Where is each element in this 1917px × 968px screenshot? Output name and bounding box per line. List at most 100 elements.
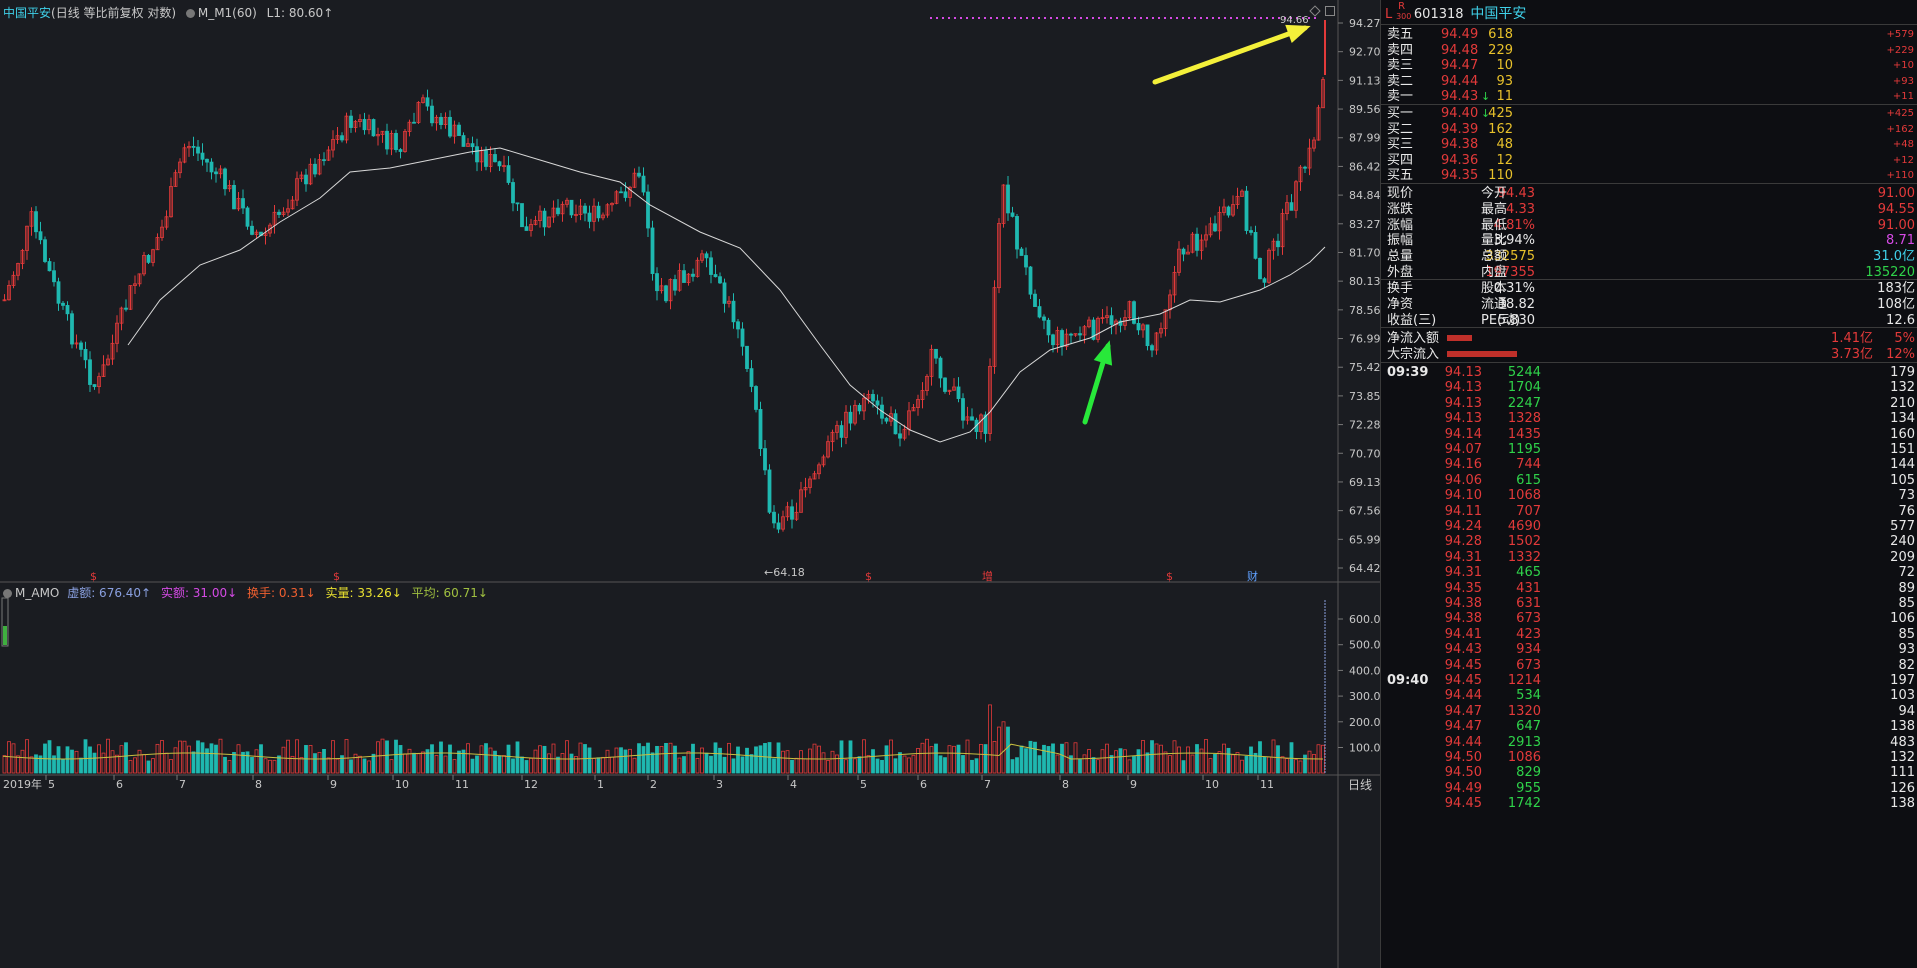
corner-expand-icon[interactable] (1325, 6, 1335, 16)
index-badge-300: 300 (1396, 12, 1412, 21)
tick-volume: 1435 (1507, 426, 1541, 442)
volume-bar (682, 756, 686, 774)
stat-label: 内盘 (1481, 265, 1508, 280)
candle (88, 359, 92, 385)
volume-bar (749, 754, 754, 774)
volume-bar (331, 740, 335, 774)
period-label[interactable]: 日线 (1348, 778, 1373, 792)
candle (448, 116, 452, 137)
tick-row: 94.13 1704 132 (1381, 378, 1917, 397)
candle (70, 313, 74, 345)
volume-bar (389, 759, 394, 774)
candle (871, 394, 875, 402)
tick-price: 94.50 (1444, 765, 1482, 781)
volume-bar (358, 755, 362, 774)
volume-bar (110, 750, 115, 774)
tick-volume: 2247 (1507, 395, 1541, 411)
volume-bar (596, 757, 601, 774)
candle (1235, 195, 1240, 205)
volume-bar (875, 758, 880, 774)
candle (245, 207, 250, 227)
tick-price: 94.44 (1444, 688, 1482, 704)
candle (641, 175, 646, 193)
fund-label: 流通 (1481, 296, 1508, 312)
volume-bar (727, 742, 731, 774)
volume-bar (880, 759, 884, 774)
volume-indicator-name[interactable]: M_AMO (15, 586, 60, 600)
volume-bar (425, 749, 430, 774)
volume-bar (1015, 757, 1019, 774)
stat-value: 91.00 (1877, 217, 1915, 233)
volume-bar (938, 755, 943, 774)
candle (34, 211, 38, 233)
volume-bar (826, 760, 830, 774)
volume-bar (493, 750, 497, 774)
bid-change: +162 (1886, 123, 1914, 135)
candle (1276, 240, 1280, 248)
indicator-name[interactable]: M_M1(60) (197, 6, 257, 20)
volume-bar (299, 757, 304, 774)
candle (380, 130, 385, 135)
volume-bar (353, 753, 358, 774)
candle (7, 285, 11, 301)
volume-bar (1181, 760, 1186, 774)
candle (313, 163, 317, 175)
volume-bar (857, 756, 862, 774)
volume-bar (1276, 745, 1280, 774)
candle (1060, 330, 1064, 347)
chart-area[interactable]: 94.27 92.70 91.13 89.56 87.99 86.42 84.84 83.27… (0, 0, 1380, 968)
volume-bar (461, 749, 466, 774)
tick-row: 94.47 1320 94 (1381, 702, 1917, 721)
tick-price: 94.35 (1444, 580, 1482, 596)
stat-value: 4.33 (1506, 201, 1535, 217)
candle (250, 225, 254, 235)
ask-row: 卖一 94.43 11 +11 ↓ (1381, 87, 1917, 106)
candle (1199, 239, 1204, 251)
tick-row: 94.10 1068 73 (1381, 486, 1917, 505)
moving-average-line (127, 147, 1326, 443)
chart-canvas[interactable]: 94.27 92.70 91.13 89.56 87.99 86.42 84.84 83.27… (0, 0, 1380, 968)
ask-price: 94.44 (1441, 73, 1479, 89)
candle (947, 389, 952, 392)
yellow-arrow-icon-head (1285, 24, 1311, 43)
stat-label: 最低 (1481, 217, 1508, 233)
candle (1177, 248, 1181, 273)
tick-row: 09:39 94.13 5244 179 (1381, 363, 1917, 382)
time-axis-label: 10 (1205, 778, 1219, 791)
ask-price: 94.49 (1441, 27, 1479, 42)
fund-label: 净资 (1387, 296, 1414, 312)
volume-bar (920, 742, 925, 774)
stat-label: 涨幅 (1387, 217, 1414, 233)
volume-bar (56, 746, 61, 774)
candle (1006, 184, 1010, 214)
volume-bar (74, 750, 79, 774)
candle (934, 348, 938, 359)
volume-bar (1294, 759, 1298, 774)
tick-row: 94.31 1332 209 (1381, 548, 1917, 567)
candle (466, 143, 470, 147)
volume-bar (1055, 754, 1060, 774)
candle (713, 274, 718, 278)
volume-bar (1199, 748, 1204, 774)
candle (299, 174, 304, 180)
volume-bar (47, 740, 52, 774)
candle (232, 185, 236, 210)
tick-row: 94.16 744 144 (1381, 455, 1917, 474)
candle (862, 397, 866, 412)
volume-bar (466, 743, 470, 774)
candle (160, 226, 164, 238)
indicator-toggle-icon[interactable] (185, 9, 195, 18)
candle (691, 273, 695, 277)
yellow-arrow-icon (1152, 25, 1308, 85)
bid-volume: 162 (1488, 121, 1513, 137)
candle (340, 135, 344, 141)
candle (367, 119, 371, 131)
candle (290, 199, 295, 210)
volume-bar (1168, 755, 1172, 774)
volume-bar (533, 749, 538, 774)
volume-toggle-icon[interactable] (3, 589, 12, 598)
candle (1132, 301, 1136, 324)
candle (718, 276, 722, 284)
time-axis-label: 11 (455, 778, 469, 791)
stat-value: 4.81% (1493, 217, 1535, 233)
